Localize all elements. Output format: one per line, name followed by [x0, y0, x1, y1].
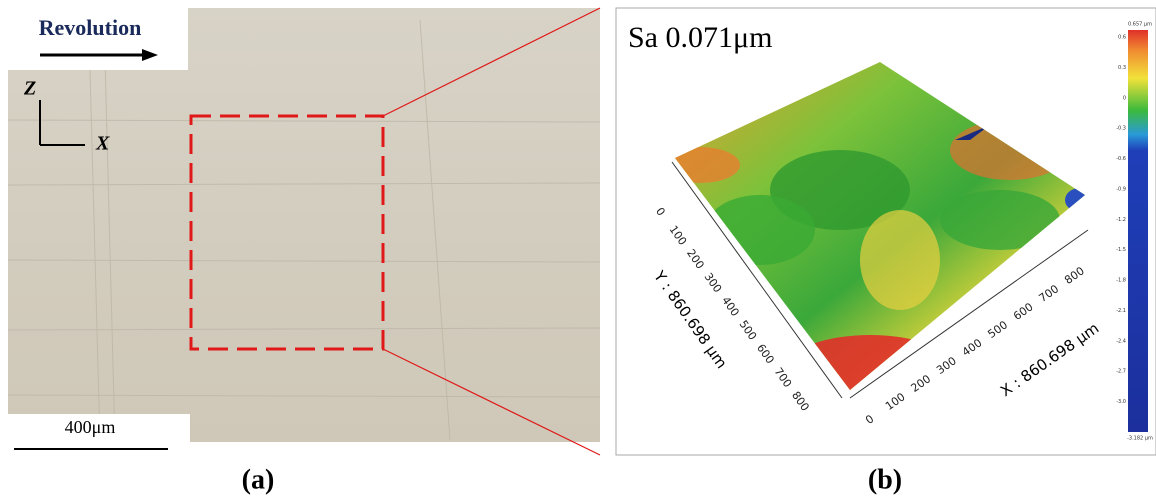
colorbar-tick-label: -1.2: [1116, 217, 1126, 223]
colorbar-max: 0.657 μm: [1128, 22, 1152, 28]
caption: (a): [242, 464, 275, 495]
colorbar-min: -3.182 μm: [1127, 436, 1153, 442]
micrograph: [8, 8, 600, 442]
scale-label: 400μm: [65, 417, 116, 437]
colorbar-tick-label: -2.1: [1116, 308, 1126, 314]
colorbar-tick-label: -2.4: [1116, 338, 1126, 344]
z-label: Z: [23, 78, 36, 100]
colorbar-tick-label: -0.9: [1116, 186, 1126, 192]
caption: (b): [868, 464, 902, 495]
sa-label: Sa 0.071μm: [628, 21, 772, 54]
colorbar-tick-label: 0.3: [1118, 65, 1126, 71]
colorbar-tick-label: 0: [1123, 95, 1126, 101]
colorbar-tick-label: -1.5: [1116, 247, 1126, 253]
colorbar-tick-label: -1.8: [1116, 278, 1126, 284]
colorbar-tick-label: -0.3: [1116, 126, 1126, 132]
colorbar-tick-label: -2.7: [1116, 369, 1126, 375]
x-label: X: [95, 133, 110, 155]
colorbar-tick-label: -0.6: [1116, 156, 1126, 162]
figure: Revolution Z X 400μm (a) Sa 0.071μm 0100…: [0, 0, 1156, 502]
colorbar-tick-label: -3.0: [1116, 399, 1126, 405]
colorbar: [1128, 30, 1148, 432]
colorbar-tick-label: 0.6: [1118, 35, 1126, 41]
revolution-label: Revolution: [39, 15, 142, 40]
